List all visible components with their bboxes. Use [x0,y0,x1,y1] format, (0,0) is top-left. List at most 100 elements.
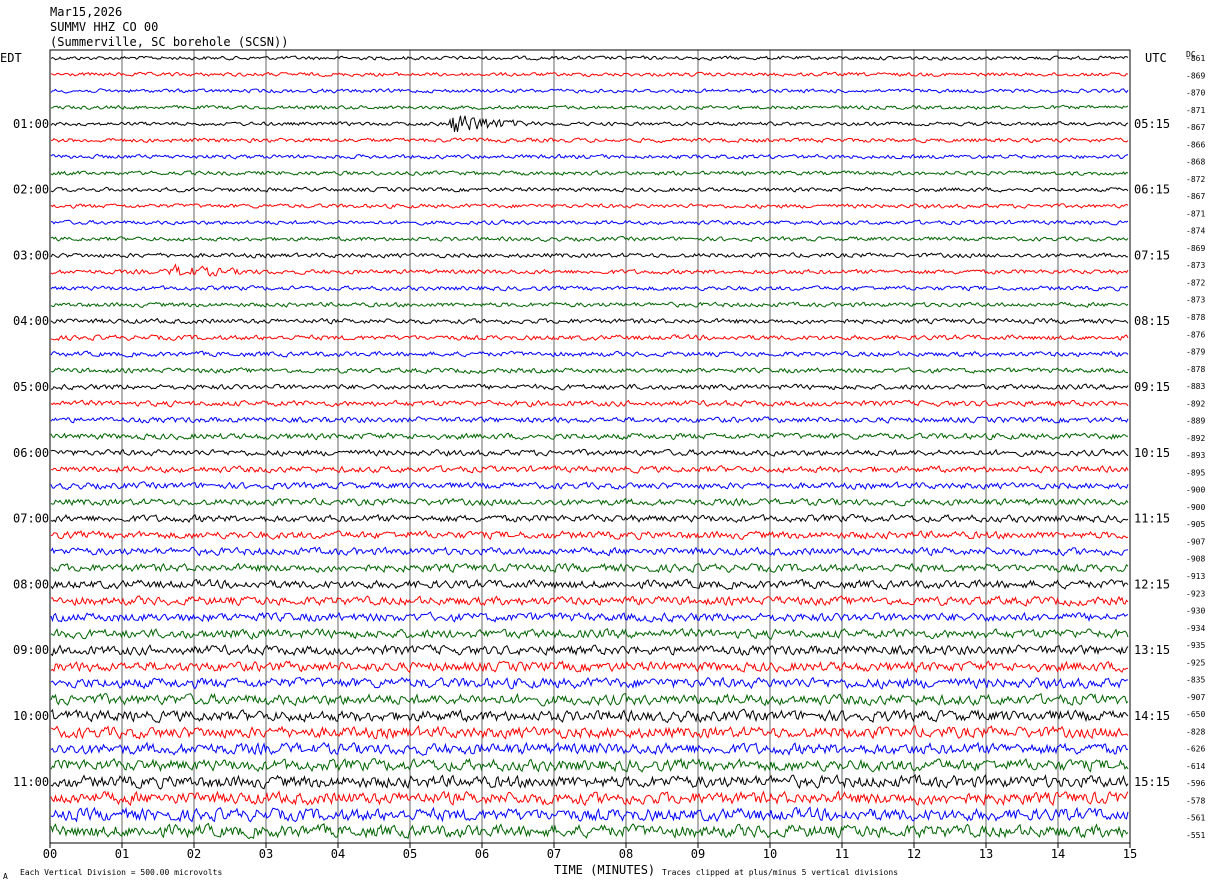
trace-row [50,481,1129,491]
trace-row [50,448,1129,457]
dc-offset-label: -893 [1186,451,1205,460]
dc-offset-label: -835 [1186,676,1205,685]
plot-frame [49,49,1131,844]
dc-offset-label: -873 [1186,261,1205,270]
date-label: Mar15,2026 [50,5,123,19]
trace-row [50,757,1129,773]
right-hour-label: 13:15 [1134,643,1170,657]
dc-offset-label: -551 [1186,831,1205,840]
left-hour-label: 05:00 [13,380,49,394]
x-tick-label: 13 [979,847,993,861]
left-hour-label: 07:00 [13,512,49,526]
dc-offset-label: -935 [1186,641,1205,650]
trace-row [50,203,1129,210]
dc-offset-label: -873 [1186,296,1205,305]
trace-row [50,676,1129,690]
dc-offset-label: -913 [1186,572,1205,581]
trace-row [50,741,1129,756]
location-label: (Summerville, SC borehole (SCSN)) [50,35,289,49]
dc-offset-label: -861 [1186,54,1205,63]
dc-offset-label: -907 [1186,537,1205,546]
x-tick-label: 14 [1051,847,1065,861]
dc-offset-label: -895 [1186,468,1205,477]
right-hour-label: 06:15 [1134,183,1170,197]
x-tick-label: 05 [403,847,417,861]
dc-offset-label: -578 [1186,796,1205,805]
x-tick-label: 06 [475,847,489,861]
x-tick-label: 09 [691,847,705,861]
trace-row [50,432,1129,441]
axis-labels: 00 01 02 03 04 05 06 07 08 09 10 11 12 13 14 15 01:00 02:… [13,54,1205,861]
trace-row [50,708,1129,724]
left-hour-label: 09:00 [13,643,49,657]
trace-row [50,153,1129,160]
dc-offset-label: -871 [1186,209,1205,218]
right-hour-label: 05:15 [1134,117,1170,131]
dc-offset-label: -878 [1186,365,1205,374]
dc-offset-label: -930 [1186,607,1205,616]
right-hour-label: 07:15 [1134,248,1170,262]
dc-offset-label: -934 [1186,624,1205,633]
trace-row [50,235,1129,242]
station-label: SUMMV HHZ CO 00 [50,20,159,34]
dc-offset-label: -905 [1186,520,1205,529]
dc-offset-label: -889 [1186,417,1205,426]
dc-offset-label: -872 [1186,175,1205,184]
right-hour-label: 10:15 [1134,446,1170,460]
trace-row [50,416,1129,424]
right-hour-label: 14:15 [1134,709,1170,723]
x-tick-label: 12 [907,847,921,861]
x-tick-label: 02 [187,847,201,861]
right-hour-label: 08:15 [1134,314,1170,328]
trace-row [50,562,1129,574]
trace-row [50,513,1129,524]
dc-offset-label: -626 [1186,745,1205,754]
dc-offset-label: -868 [1186,158,1205,167]
x-tick-label: 04 [331,847,345,861]
trace-row [50,71,1129,78]
trace-row [50,822,1129,840]
seismic-traces [50,55,1129,840]
dc-offset-label: -900 [1186,486,1205,495]
x-axis-title: TIME (MINUTES) [554,863,656,877]
trace-row [50,55,1129,61]
dc-offset-label: -925 [1186,658,1205,667]
trace-row [50,546,1129,557]
dc-offset-label: -900 [1186,503,1205,512]
right-hour-label: 11:15 [1134,512,1170,526]
trace-row [50,88,1129,94]
trace-row [50,497,1129,507]
trace-row [50,724,1129,740]
x-tick-label: 00 [43,847,57,861]
trace-row [50,186,1129,193]
right-hour-label: 15:15 [1134,775,1170,789]
dc-offset-label: -650 [1186,710,1205,719]
right-timezone-label: UTC [1145,51,1167,65]
dc-offset-label: -871 [1186,106,1205,115]
trace-row [50,399,1129,408]
dc-offset-label: -866 [1186,140,1205,149]
trace-row [50,263,1129,277]
trace-row [50,611,1129,623]
right-hour-label: 09:15 [1134,380,1170,394]
trace-row [50,692,1129,707]
dc-offset-label: -614 [1186,762,1205,771]
dc-offset-label: -892 [1186,434,1205,443]
dc-offset-label: -883 [1186,382,1205,391]
left-hour-label: 10:00 [13,709,49,723]
x-tick-label: 10 [763,847,777,861]
trace-row [50,578,1129,590]
dc-offset-label: -892 [1186,399,1205,408]
trace-row [50,530,1129,541]
dc-offset-label: -923 [1186,589,1205,598]
trace-row [50,350,1129,358]
trace-row [50,464,1129,474]
trace-row [50,367,1129,375]
dc-offset-label: -878 [1186,313,1205,322]
x-tick-label: 08 [619,847,633,861]
plot-grid [49,49,1131,848]
dc-offset-label: -867 [1186,192,1205,201]
trace-row [50,170,1129,176]
dc-offset-label: -596 [1186,779,1205,788]
